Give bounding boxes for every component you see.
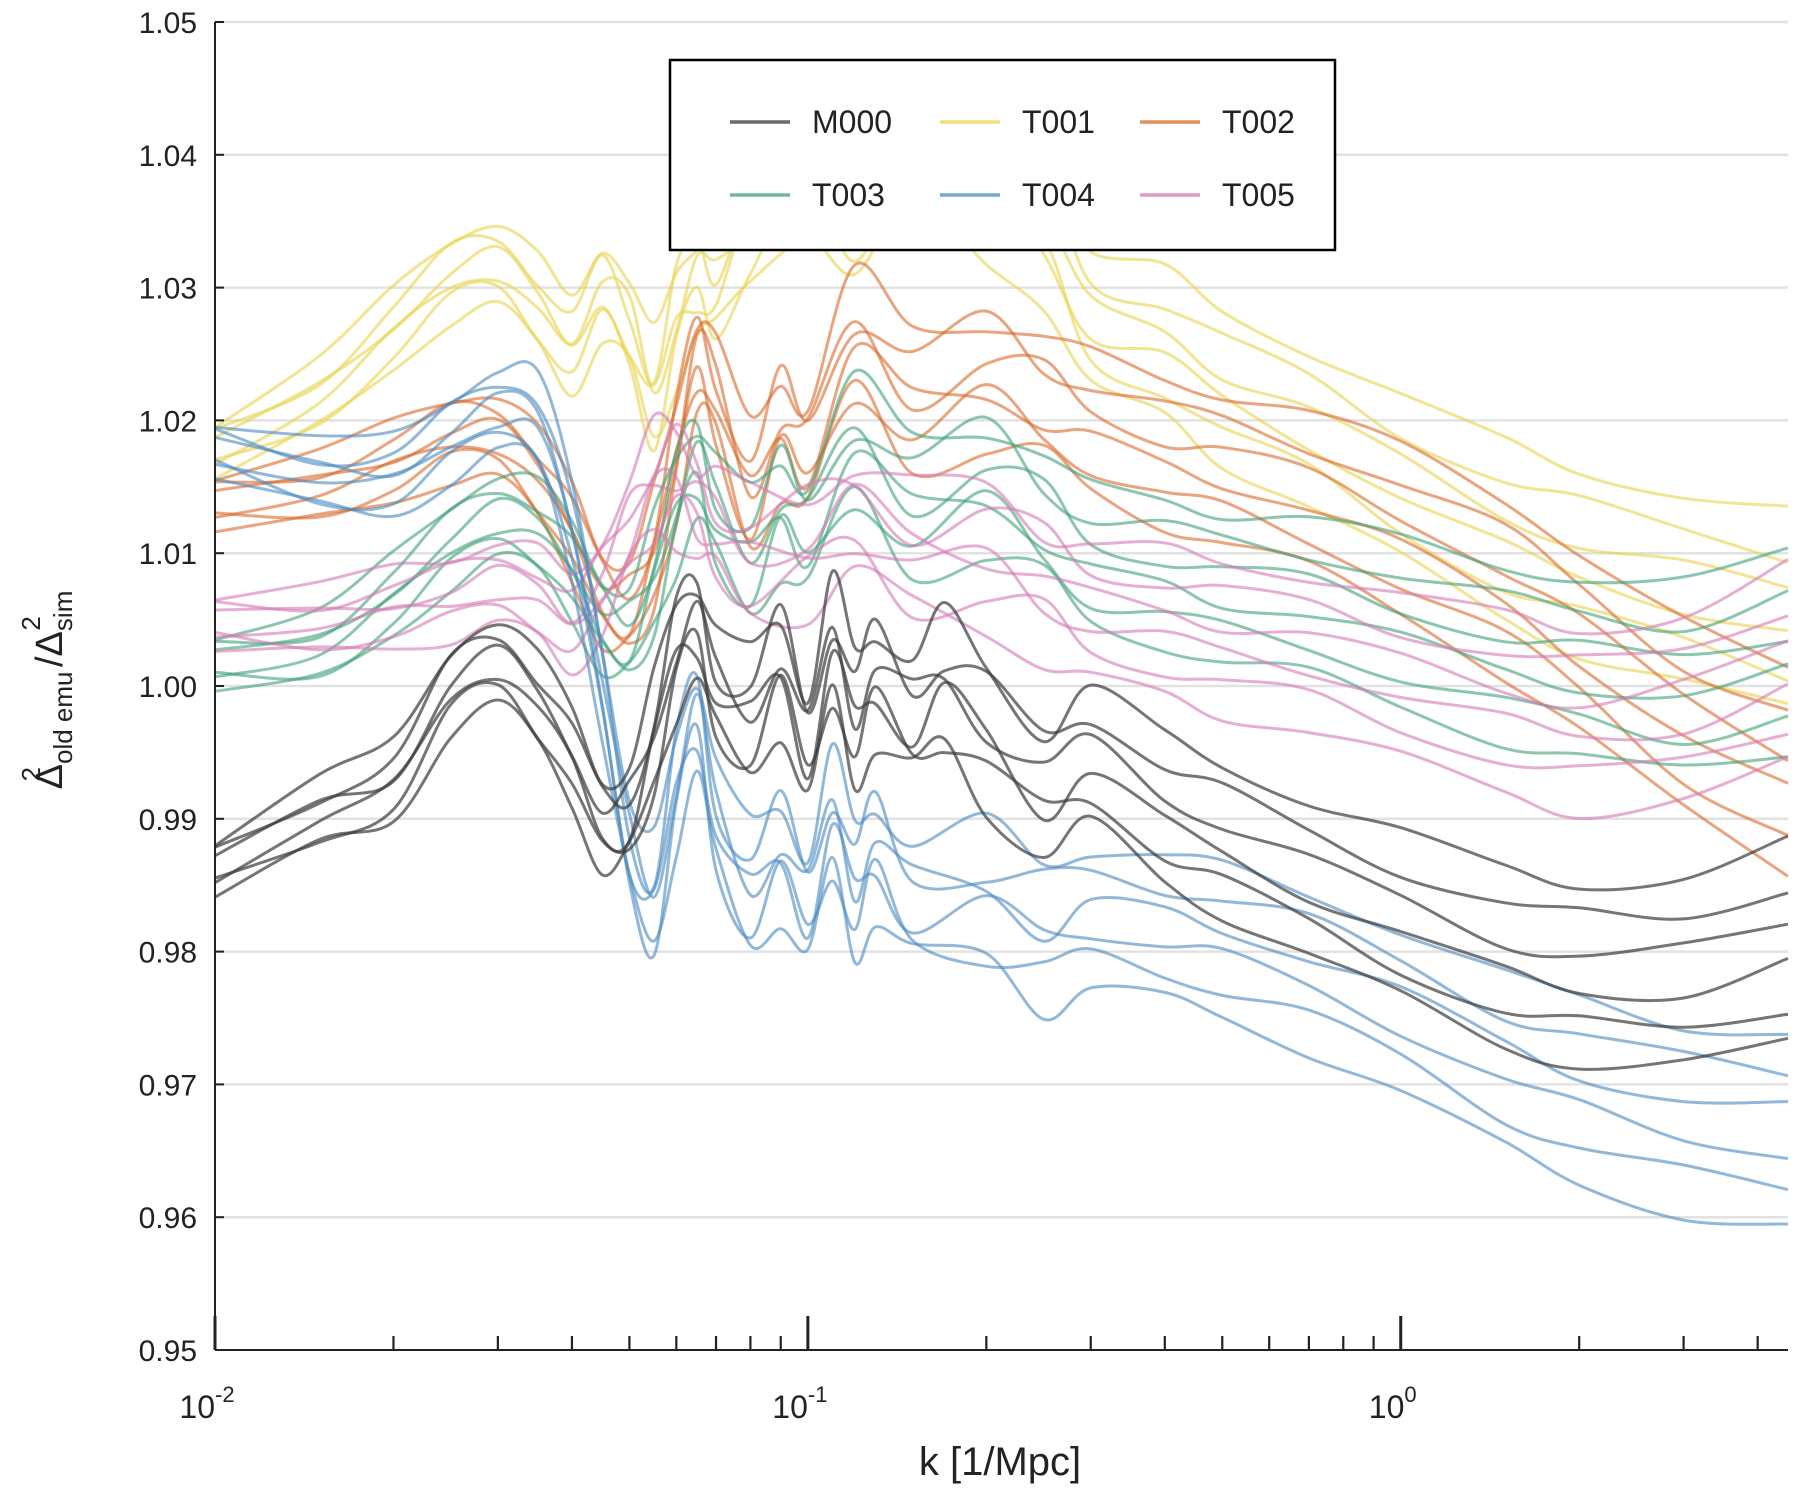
series-line-T003	[214, 368, 1789, 642]
series-line-T002	[214, 342, 1789, 785]
y-label-top-sub: old emu	[48, 671, 78, 764]
series-line-T004	[214, 389, 1789, 1105]
series-line-T005	[214, 493, 1789, 770]
series-line-T004	[214, 442, 1789, 1226]
legend-label: T004	[1022, 177, 1095, 213]
y-tick-label: 1.05	[139, 7, 197, 40]
y-tick-label: 1.03	[139, 273, 197, 306]
y-label-slash: /	[29, 656, 71, 667]
y-tick-label: 1.04	[139, 140, 197, 173]
y-tick-label: 1.01	[139, 538, 197, 571]
series-line-T005	[214, 411, 1789, 636]
legend-box	[668, 58, 1337, 252]
series-line-M000	[214, 627, 1789, 1029]
series-line-M000	[214, 573, 1789, 921]
series-line-T005	[214, 527, 1789, 821]
y-label-top-base: Δ	[29, 764, 71, 789]
series-line-T002	[214, 320, 1789, 763]
y-ticks: 0.95 0.96 0.97 0.98 0.99 1.00 1.01 1.02 1.03 1.04…	[139, 7, 224, 1368]
series-T004	[214, 360, 1789, 1226]
legend-label: T001	[1022, 104, 1095, 140]
legend-label: T003	[812, 177, 885, 213]
y-tick-label: 0.95	[139, 1335, 197, 1368]
legend-item-T005: T005	[1140, 177, 1295, 213]
y-label-bottom-sup: 2	[16, 616, 46, 630]
series-line-T005	[214, 480, 1789, 710]
legend-item-M000: M000	[730, 104, 892, 140]
series-line-M000	[214, 569, 1789, 892]
y-tick-label: 0.96	[139, 1202, 197, 1235]
y-label-top-sup: 2	[16, 767, 46, 781]
series-line-T003	[214, 449, 1789, 700]
series-line-T004	[214, 430, 1789, 1192]
y-axis-label: Δold emu2/Δsim2	[16, 591, 78, 790]
legend-label: T002	[1222, 104, 1295, 140]
series-line-T003	[214, 415, 1789, 645]
x-ticks: 10-2 10-1 100	[179, 1316, 1759, 1425]
y-label-bottom-base: Δ	[29, 631, 71, 656]
legend-item-T002: T002	[1140, 104, 1295, 140]
x-tick-label: 10-1	[772, 1382, 827, 1425]
y-tick-label: 1.02	[139, 405, 197, 438]
series-line-T005	[214, 422, 1789, 659]
legend-item-T004: T004	[940, 177, 1095, 213]
series-T005	[214, 411, 1789, 821]
svg-text:Δold emu2/Δsim2: Δold emu2/Δsim2	[16, 591, 78, 790]
legend-label: T005	[1222, 177, 1295, 213]
series-line-T004	[214, 417, 1789, 1161]
legend-label: M000	[812, 104, 892, 140]
y-tick-label: 0.97	[139, 1069, 197, 1102]
x-tick-label: 100	[1369, 1382, 1417, 1425]
legend-item-T003: T003	[730, 177, 885, 213]
series-line-T003	[214, 470, 1789, 747]
y-label-bottom-sub: sim	[48, 591, 78, 631]
legend-item-T001: T001	[940, 104, 1095, 140]
series-line-T005	[214, 467, 1789, 742]
x-tick-label: 10-2	[179, 1382, 234, 1425]
grid	[215, 20, 1788, 1219]
series-line-T004	[214, 385, 1789, 1078]
y-tick-label: 0.98	[139, 937, 197, 970]
series-M000	[214, 569, 1789, 1071]
x-axis-label: k [1/Mpc]	[919, 1440, 1081, 1484]
legend: M000 T001 T002 T003 T004 T005	[668, 58, 1337, 252]
series-line-T004	[214, 360, 1789, 1037]
series-line-T001	[214, 195, 1789, 706]
y-tick-label: 0.99	[139, 804, 197, 837]
series-line-M000	[214, 643, 1789, 1003]
y-tick-label: 1.00	[139, 671, 197, 704]
series-line-T002	[214, 261, 1789, 669]
series-line-M000	[214, 599, 1789, 959]
series-line-T003	[214, 485, 1789, 767]
